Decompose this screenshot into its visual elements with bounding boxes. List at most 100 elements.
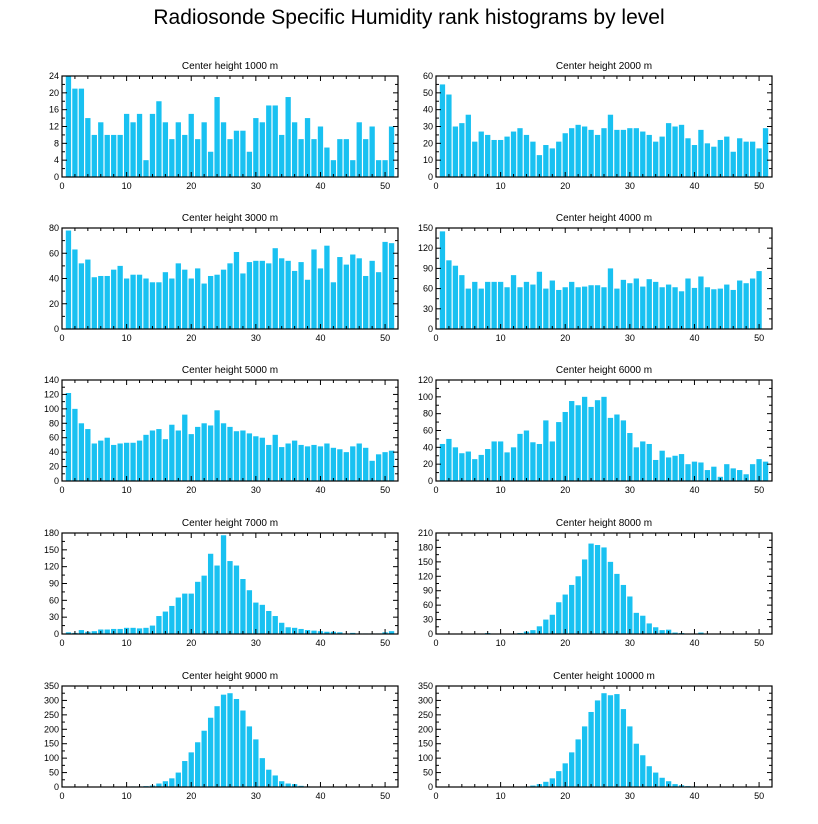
y-tick-label: 4 — [54, 155, 59, 165]
histogram-bar — [246, 726, 253, 787]
histogram-bar — [704, 143, 711, 177]
y-tick-label: 40 — [49, 447, 59, 457]
histogram-bar — [65, 76, 72, 177]
histogram-bar — [485, 134, 491, 177]
histogram-bar — [756, 271, 762, 329]
y-tick-label: 50 — [423, 88, 433, 98]
histogram-bar — [317, 446, 324, 481]
histogram-bar — [220, 122, 227, 177]
x-tick-label: 20 — [560, 181, 570, 191]
histogram-bar — [272, 105, 278, 177]
histogram-bar — [195, 426, 201, 481]
x-tick-label: 40 — [315, 333, 325, 343]
histogram-bar — [549, 441, 555, 481]
histogram-bar — [491, 139, 497, 177]
histogram-bar — [607, 268, 614, 329]
x-tick-label: 10 — [496, 638, 506, 648]
y-tick-label: 60 — [49, 595, 59, 605]
histogram-panel: Center height 4000 m 0 10 20 30 40 50 0 30 60 90 12… — [418, 213, 773, 343]
histogram-bar — [311, 249, 317, 329]
histogram-bar — [240, 710, 246, 787]
histogram-bar — [201, 730, 207, 787]
histogram-bar — [85, 118, 91, 177]
histogram-bar — [665, 123, 672, 177]
histogram-bar — [691, 145, 698, 177]
histogram-bar — [117, 265, 123, 330]
y-tick-label: 0 — [428, 324, 433, 334]
histogram-bar — [659, 287, 665, 329]
histogram-bar — [530, 284, 536, 329]
histogram-bar — [111, 134, 117, 177]
histogram-bar — [452, 447, 459, 481]
histogram-bar — [717, 139, 723, 177]
histogram-bar — [201, 122, 207, 177]
histogram-bar — [685, 278, 691, 329]
histogram-bar — [91, 443, 97, 481]
x-tick-label: 10 — [122, 638, 132, 648]
y-tick-label: 80 — [49, 418, 59, 428]
x-tick-label: 10 — [122, 791, 132, 801]
histogram-bar — [653, 627, 659, 634]
histogram-bar — [562, 594, 568, 634]
histogram-bar — [207, 717, 214, 787]
histogram-bar — [627, 596, 633, 634]
histogram-bar — [388, 450, 395, 481]
histogram-bar — [279, 622, 285, 634]
histogram-bar — [259, 604, 265, 634]
histogram-bar — [98, 275, 104, 329]
histogram-bar — [672, 632, 678, 634]
x-tick-label: 30 — [625, 181, 635, 191]
histogram-bar — [530, 785, 536, 787]
histogram-bar — [149, 430, 156, 481]
histogram-bar — [543, 145, 549, 177]
y-tick-label: 350 — [418, 681, 433, 691]
histogram-bar — [98, 122, 104, 177]
y-tick-label: 0 — [54, 324, 59, 334]
histogram-bar — [724, 284, 730, 329]
histogram-bar — [510, 275, 517, 329]
histogram-bar — [72, 249, 78, 329]
y-tick-label: 200 — [44, 724, 59, 734]
histogram-bar — [581, 559, 588, 634]
histogram-bar — [182, 761, 188, 787]
y-tick-label: 120 — [418, 243, 433, 253]
histogram-bar — [756, 148, 762, 177]
histogram-bar — [659, 630, 665, 634]
y-tick-label: 150 — [44, 739, 59, 749]
histogram-bar — [743, 141, 749, 177]
histogram-bar — [523, 134, 530, 177]
x-tick-label: 40 — [315, 638, 325, 648]
histogram-bar — [711, 466, 717, 481]
histogram-bar — [343, 452, 349, 481]
histogram-bar — [575, 576, 581, 634]
histogram-bar — [672, 784, 678, 787]
y-tick-label: 16 — [49, 105, 59, 115]
histogram-bar — [704, 470, 711, 481]
histogram-bar — [472, 281, 478, 329]
histogram-bar — [311, 139, 317, 178]
histogram-bar — [182, 269, 188, 329]
histogram-bar — [156, 429, 162, 481]
histogram-bar — [259, 122, 265, 177]
histogram-bar — [156, 783, 162, 787]
figure-title: Radiosonde Specific Humidity rank histog… — [153, 6, 665, 29]
histogram-bar — [91, 277, 97, 329]
histogram-bar — [227, 561, 233, 634]
histogram-bar — [614, 573, 620, 634]
y-tick-label: 150 — [418, 223, 433, 233]
histogram-bar — [214, 706, 220, 787]
histogram-bar — [536, 155, 543, 177]
histogram-bar — [279, 447, 285, 481]
histogram-bar — [98, 440, 104, 481]
histogram-bar — [620, 420, 627, 481]
histogram-bar — [65, 392, 72, 481]
histogram-bar — [136, 274, 143, 329]
histogram-bar — [607, 695, 614, 787]
y-tick-label: 150 — [44, 545, 59, 555]
histogram-bar — [620, 279, 627, 329]
histogram-bar — [169, 278, 175, 329]
histogram-bar — [233, 698, 240, 787]
histogram-bar — [646, 443, 652, 481]
histogram-bar — [162, 122, 169, 177]
histogram-bar — [517, 287, 523, 329]
